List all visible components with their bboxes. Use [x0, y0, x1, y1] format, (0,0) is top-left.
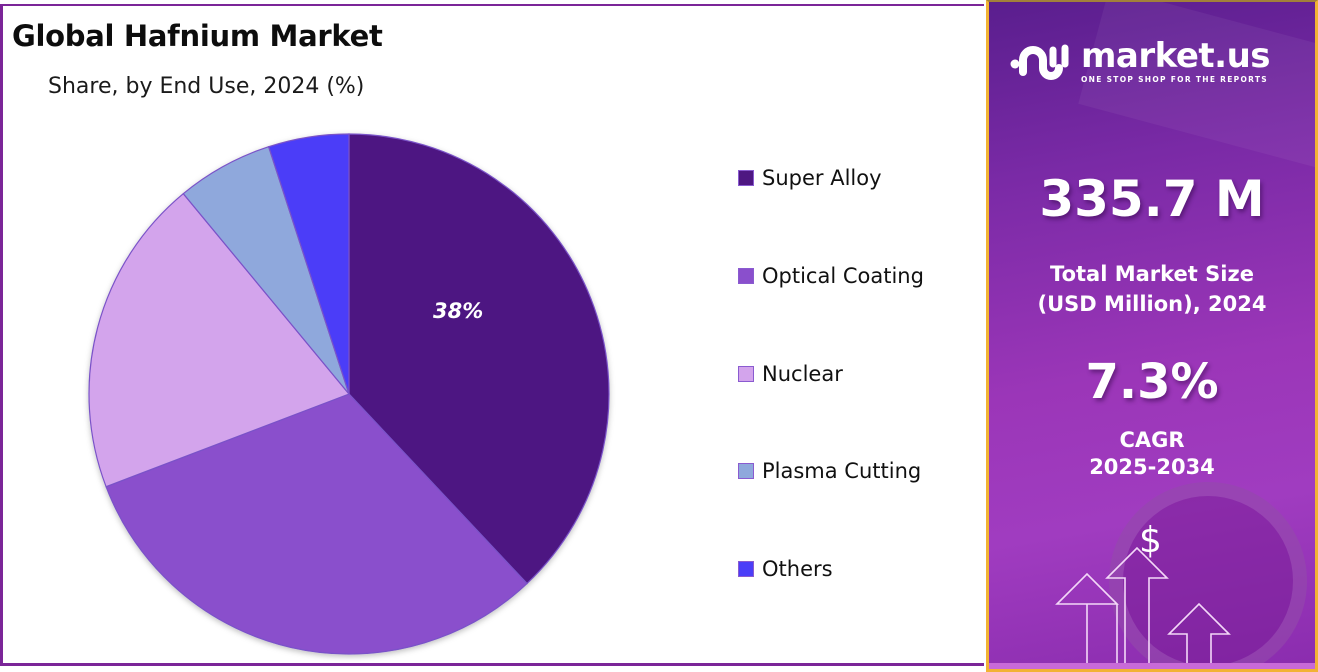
legend-label: Others — [762, 557, 833, 581]
chart-title: Global Hafnium Market — [12, 19, 383, 53]
pie-slice-nuclear[interactable] — [88, 192, 350, 488]
cagr-value: 7.3% — [1085, 354, 1219, 410]
pie-slice-others[interactable] — [267, 133, 350, 395]
chart-subtitle: Share, by End Use, 2024 (%) — [48, 74, 365, 99]
legend-swatch — [738, 366, 754, 382]
legend-label: Super Alloy — [762, 166, 882, 190]
cagr-label-line2: 2025-2034 — [1089, 455, 1215, 479]
legend-item-nuclear[interactable]: Nuclear — [738, 362, 843, 386]
legend-swatch — [738, 268, 754, 284]
legend-item-super-alloy[interactable]: Super Alloy — [738, 166, 882, 190]
legend-item-plasma-cutting[interactable]: Plasma Cutting — [738, 459, 921, 483]
brand-name: market.us — [1081, 35, 1271, 76]
pie-chart: 38% — [81, 122, 621, 662]
market-size-label-line1: Total Market Size — [1050, 262, 1254, 286]
market-size-value: 335.7 M — [1039, 170, 1265, 228]
cagr-label-line1: CAGR — [1119, 428, 1185, 452]
market-size-label-line2: (USD Million), 2024 — [1037, 292, 1267, 316]
legend-label: Nuclear — [762, 362, 843, 386]
legend-item-others[interactable]: Others — [738, 557, 833, 581]
legend-swatch — [738, 463, 754, 479]
growth-arrows-icon — [1055, 546, 1231, 669]
info-panel: market.us ONE STOP SHOP FOR THE REPORTS … — [986, 0, 1318, 672]
legend-swatch — [738, 170, 754, 186]
legend-label: Plasma Cutting — [762, 459, 922, 483]
background-shape — [1078, 2, 1315, 177]
legend-label: Optical Coating — [762, 264, 924, 288]
pie-slice-optical-coating[interactable] — [105, 393, 528, 655]
bottom-strip — [989, 663, 1315, 669]
slice-label-super-alloy: 38% — [433, 299, 484, 323]
brand-tagline: ONE STOP SHOP FOR THE REPORTS — [1081, 74, 1268, 84]
legend-item-optical-coating[interactable]: Optical Coating — [738, 264, 924, 288]
pie-svg — [88, 133, 610, 655]
market-us-logo-icon — [1010, 44, 1069, 80]
dollar-icon: $ — [1139, 520, 1162, 561]
brand-logo[interactable]: market.us ONE STOP SHOP FOR THE REPORTS — [1009, 35, 1271, 84]
legend-swatch — [738, 561, 754, 577]
chart-panel: Global Hafnium Market Share, by End Use,… — [0, 4, 984, 666]
pie-slice-super-alloy[interactable] — [348, 133, 610, 585]
